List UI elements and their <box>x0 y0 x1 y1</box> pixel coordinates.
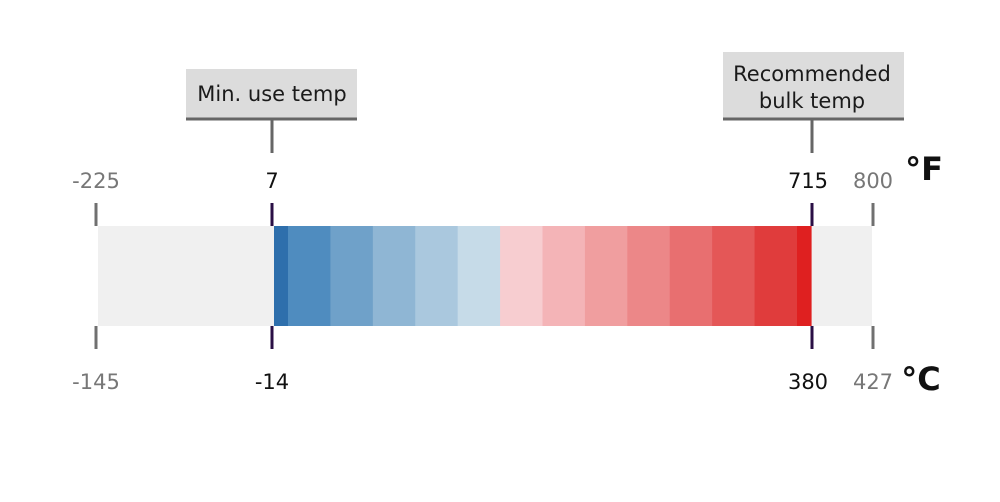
fahrenheit-min-use-label: 7 <box>265 169 278 193</box>
callout-recommended-bulk-temp: Recommended bulk temp <box>723 52 904 153</box>
usable-range-gradient <box>274 226 812 326</box>
gradient-segment <box>627 226 671 326</box>
gradient-segment <box>415 226 459 326</box>
gradient-segment <box>584 226 628 326</box>
callout-min-use-temp: Min. use temp <box>186 69 357 153</box>
gradient-segment <box>797 226 812 326</box>
fahrenheit-min-label: -225 <box>72 169 120 193</box>
gradient-segment <box>457 226 501 326</box>
celsius-min-use-label: -14 <box>255 370 289 394</box>
celsius-unit-label: °C <box>901 360 940 398</box>
callout-recommended-label-line1: Recommended <box>733 62 891 86</box>
callout-min-use-label: Min. use temp <box>197 82 346 106</box>
gradient-segment <box>669 226 713 326</box>
gradient-segment <box>274 226 289 326</box>
fahrenheit-recommended-label: 715 <box>788 169 828 193</box>
callout-min-use-box <box>186 69 357 119</box>
fahrenheit-max-label: 800 <box>853 169 893 193</box>
gradient-segment <box>500 226 544 326</box>
celsius-max-label: 427 <box>853 370 893 394</box>
celsius-min-label: -145 <box>72 370 120 394</box>
gradient-segment <box>330 226 374 326</box>
gradient-segment <box>542 226 586 326</box>
gradient-segment <box>712 226 756 326</box>
callout-recommended-box <box>723 52 904 119</box>
gradient-segment <box>754 226 798 326</box>
callout-recommended-label-line2: bulk temp <box>759 89 865 113</box>
gradient-segment <box>372 226 416 326</box>
celsius-recommended-label: 380 <box>788 370 828 394</box>
fahrenheit-unit-label: °F <box>905 150 943 188</box>
gradient-segment <box>288 226 332 326</box>
